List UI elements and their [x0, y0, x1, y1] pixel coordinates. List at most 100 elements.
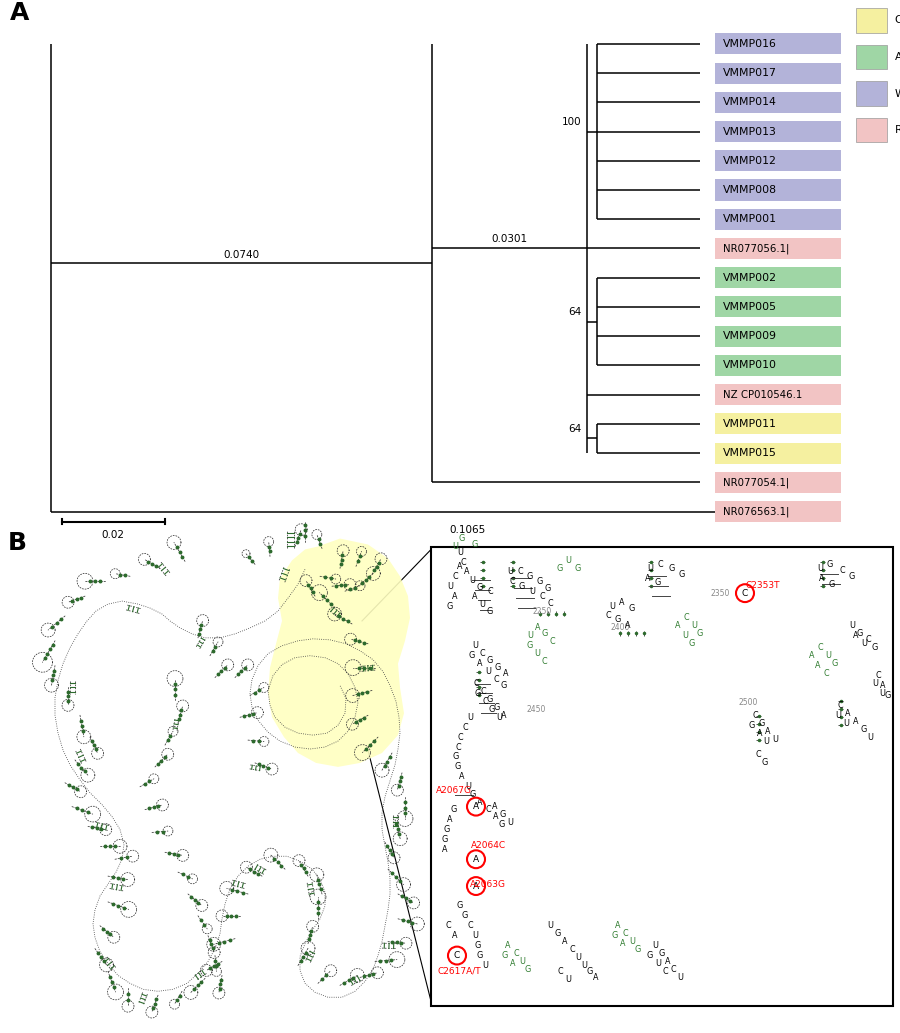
Text: A: A: [510, 959, 516, 968]
Text: A: A: [452, 931, 458, 940]
Text: U: U: [447, 582, 453, 591]
Text: 2400: 2400: [610, 623, 630, 632]
Text: C2353T: C2353T: [895, 15, 900, 26]
Text: A2067G: A2067G: [436, 786, 472, 795]
Text: C: C: [865, 635, 871, 645]
Text: VMMP016: VMMP016: [723, 39, 777, 49]
Text: U: U: [652, 941, 658, 950]
Text: U: U: [825, 651, 831, 660]
FancyBboxPatch shape: [431, 547, 893, 1006]
Text: G: G: [457, 902, 464, 910]
Text: C: C: [839, 566, 845, 574]
Text: G: G: [475, 689, 482, 698]
Text: VMMP012: VMMP012: [723, 156, 777, 165]
Text: U: U: [817, 564, 823, 573]
Text: A: A: [819, 573, 824, 583]
Text: U: U: [467, 713, 473, 722]
Text: 0.0301: 0.0301: [491, 234, 527, 244]
Text: G: G: [489, 705, 495, 714]
Text: G: G: [555, 930, 561, 938]
Text: C: C: [569, 945, 575, 954]
Text: U: U: [547, 921, 553, 931]
Text: A: A: [501, 711, 507, 720]
Text: U: U: [457, 547, 463, 557]
FancyBboxPatch shape: [856, 44, 887, 69]
Text: A: A: [459, 773, 464, 781]
Text: G: G: [615, 616, 621, 625]
Text: U: U: [452, 542, 458, 551]
Text: G: G: [475, 941, 482, 950]
Text: U: U: [534, 649, 540, 658]
Text: A: A: [765, 726, 770, 735]
Text: VMMP001: VMMP001: [723, 214, 777, 224]
Text: VMMP011: VMMP011: [723, 418, 777, 429]
Text: A: A: [447, 815, 453, 824]
Text: U: U: [527, 631, 533, 640]
Text: 0.1065: 0.1065: [450, 525, 486, 535]
Text: VMMP002: VMMP002: [723, 273, 777, 283]
Text: U: U: [479, 599, 485, 608]
Text: C2617A/T: C2617A/T: [437, 967, 481, 976]
Text: G: G: [544, 584, 551, 593]
Text: U: U: [655, 959, 661, 968]
Text: A: A: [593, 973, 598, 982]
Text: C: C: [518, 567, 523, 575]
FancyBboxPatch shape: [716, 209, 841, 229]
Text: G: G: [499, 820, 505, 829]
Text: G: G: [537, 576, 543, 586]
Text: A: A: [505, 941, 511, 950]
Text: A: A: [815, 661, 821, 670]
Text: G: G: [679, 570, 685, 578]
Text: G: G: [629, 603, 635, 613]
Text: G: G: [526, 641, 533, 651]
Text: C: C: [481, 687, 486, 696]
FancyBboxPatch shape: [716, 268, 841, 288]
Text: U: U: [507, 567, 513, 575]
Text: G: G: [697, 629, 703, 638]
Text: U: U: [482, 961, 488, 970]
Text: G: G: [477, 951, 483, 960]
Text: A: A: [442, 845, 448, 854]
Text: 2450: 2450: [526, 705, 545, 714]
Text: G: G: [494, 702, 500, 712]
Text: C: C: [605, 612, 611, 621]
Text: U: U: [565, 556, 571, 565]
Text: A: A: [457, 562, 463, 571]
Text: G: G: [487, 695, 493, 703]
Text: VMMP017: VMMP017: [723, 68, 777, 79]
Text: U: U: [763, 737, 769, 746]
Text: G: G: [575, 564, 581, 573]
Text: C: C: [557, 967, 562, 976]
Text: G: G: [655, 577, 661, 587]
Text: G: G: [487, 606, 493, 616]
Text: G: G: [501, 681, 507, 690]
Text: C: C: [662, 967, 668, 976]
Text: U: U: [861, 639, 867, 649]
Text: U: U: [465, 782, 471, 791]
Text: A2063G: A2063G: [470, 879, 506, 888]
Text: G: G: [647, 951, 653, 960]
Text: G: G: [454, 762, 461, 772]
Text: 100: 100: [562, 117, 581, 127]
Text: A: A: [472, 854, 479, 864]
FancyBboxPatch shape: [716, 442, 841, 464]
Text: C: C: [509, 576, 515, 586]
Text: G: G: [829, 580, 835, 589]
FancyBboxPatch shape: [716, 180, 841, 200]
Text: U: U: [872, 679, 878, 688]
Text: G: G: [526, 572, 533, 581]
Text: C: C: [547, 598, 553, 607]
Text: U: U: [682, 631, 688, 640]
Text: C: C: [482, 697, 488, 706]
Text: G: G: [451, 805, 457, 814]
Text: U: U: [629, 937, 635, 946]
Text: VMMP014: VMMP014: [723, 97, 777, 107]
Text: C: C: [485, 805, 490, 814]
Text: NZ CP010546.1: NZ CP010546.1: [723, 389, 806, 400]
Text: VMMP010: VMMP010: [723, 361, 777, 371]
FancyBboxPatch shape: [716, 355, 841, 376]
Text: 64: 64: [569, 307, 581, 317]
Text: NR077056.1|: NR077056.1|: [723, 243, 789, 254]
FancyBboxPatch shape: [856, 82, 887, 106]
FancyBboxPatch shape: [716, 63, 841, 84]
